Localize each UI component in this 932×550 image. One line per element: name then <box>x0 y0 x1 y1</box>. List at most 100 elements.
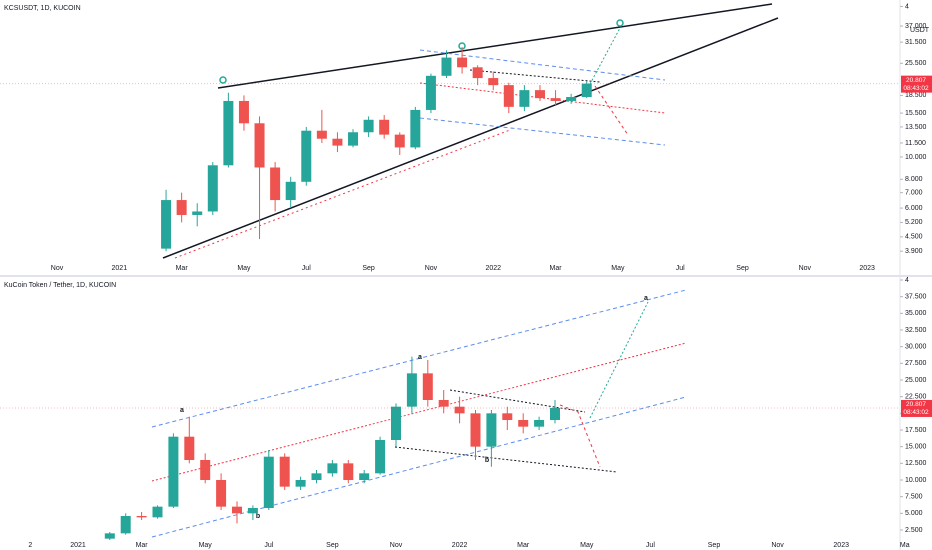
channel-line <box>419 117 666 146</box>
resistance <box>449 389 586 413</box>
candle-body <box>332 138 343 146</box>
candle-body <box>168 436 179 507</box>
y-tick-label: 32.500 <box>905 327 927 334</box>
candle-body <box>550 98 561 101</box>
candle-body <box>343 463 354 480</box>
channel-mid <box>419 82 666 114</box>
x-tick-label: 2023 <box>859 265 875 272</box>
candle-body <box>104 533 115 539</box>
x-tick-label: Jul <box>302 265 311 272</box>
y-tick-label: 3.900 <box>905 248 923 255</box>
x-tick-label: 2 <box>28 542 32 549</box>
projection <box>594 85 629 136</box>
candle-body <box>247 508 258 514</box>
y-tick-label: 18.500 <box>905 92 927 99</box>
x-tick-label: 2021 <box>70 542 86 549</box>
candle-body <box>581 83 592 98</box>
x-tick-label: 2022 <box>485 265 501 272</box>
y-tick-label: 10.000 <box>905 477 927 484</box>
candle-body <box>216 480 227 507</box>
last-price-label: 20.807 <box>906 77 926 84</box>
wave-label: b <box>256 513 260 520</box>
candle-body <box>486 413 497 447</box>
candle-body <box>301 130 312 182</box>
x-tick-label: 2021 <box>112 265 128 272</box>
bottom-drawings <box>151 289 687 538</box>
y-tick-label: 25.000 <box>905 377 927 384</box>
candle-body <box>238 100 249 124</box>
chart-title: KuCoin Token / Tether, 1D, KUCOIN <box>4 282 116 289</box>
candle-body <box>472 67 483 79</box>
y-tick-label: 25.500 <box>905 60 927 67</box>
candle-body <box>327 463 338 474</box>
y-tick-label: 37.500 <box>905 294 927 301</box>
candle-body <box>192 211 203 215</box>
y-tick-label: 22.500 <box>905 394 927 401</box>
y-tick-label: 13.500 <box>905 124 927 131</box>
candle-body <box>348 132 359 146</box>
candle-body <box>518 420 529 427</box>
wave-label: a <box>644 295 648 302</box>
candle-body <box>207 165 218 212</box>
x-tick-label: Mar <box>550 265 563 272</box>
candle-body <box>232 506 242 514</box>
x-tick-label: Nov <box>51 265 64 272</box>
x-tick-label: Sep <box>326 542 339 549</box>
resistance <box>469 69 601 83</box>
candle-body <box>441 57 452 76</box>
x-tick-label: Sep <box>736 265 749 272</box>
candle-body <box>263 456 274 508</box>
candle-body <box>391 406 401 440</box>
x-tick-label: May <box>199 542 213 549</box>
x-tick-label: 2023 <box>833 542 849 549</box>
candle-body <box>285 181 296 201</box>
x-tick-label: Jul <box>646 542 655 549</box>
candle-body <box>406 373 417 407</box>
candle-body <box>519 90 530 107</box>
x-tick-label: Nov <box>390 542 403 549</box>
candle-body <box>503 85 514 107</box>
x-tick-label: Nov <box>425 265 438 272</box>
candle-body <box>454 406 465 414</box>
candle-body <box>394 134 405 148</box>
y-tick-label: 2.500 <box>905 527 923 534</box>
x-tick-label: Sep <box>708 542 721 549</box>
last-price-box <box>901 75 932 93</box>
y-tick-label: 31.500 <box>905 39 927 46</box>
y-tick-label: 12.500 <box>905 460 927 467</box>
y-tick-label: 11.500 <box>905 140 926 147</box>
wave-label: b <box>485 457 489 464</box>
currency-label: USDT <box>910 27 930 34</box>
candle-body <box>502 413 513 420</box>
x-tick-label: Mar <box>176 265 189 272</box>
countdown-label: 08:43:02 <box>903 85 929 92</box>
candle-body <box>311 473 322 480</box>
candle-body <box>223 100 234 166</box>
y-tick-label: 17.500 <box>905 427 927 434</box>
candle-body <box>161 200 172 249</box>
countdown-label: 08:43:02 <box>903 409 929 416</box>
x-tick-label: 2022 <box>452 542 468 549</box>
x-tick-label: Nov <box>799 265 812 272</box>
y-tick-label: 30.000 <box>905 344 927 351</box>
projection <box>559 404 601 468</box>
channel-line <box>151 396 687 538</box>
top-drawings <box>162 3 779 259</box>
candle-body <box>457 57 468 68</box>
trend-line <box>217 3 773 89</box>
candle-body <box>438 400 449 407</box>
candle-body <box>422 373 433 400</box>
y-tick-label: 15.500 <box>905 110 927 117</box>
candle-body <box>200 460 211 480</box>
candle-body <box>488 78 499 86</box>
candle-body <box>375 440 386 474</box>
last-price-box <box>901 399 932 417</box>
candle-body <box>176 200 187 215</box>
y-tick-label: 4 <box>905 3 909 10</box>
candle-body <box>316 130 327 139</box>
candle-body <box>120 516 131 534</box>
y-tick-label: 7.500 <box>905 494 923 501</box>
x-tick-label: Jul <box>676 265 685 272</box>
y-tick-label: 15.000 <box>905 444 927 451</box>
y-tick-label: 35.000 <box>905 310 927 317</box>
